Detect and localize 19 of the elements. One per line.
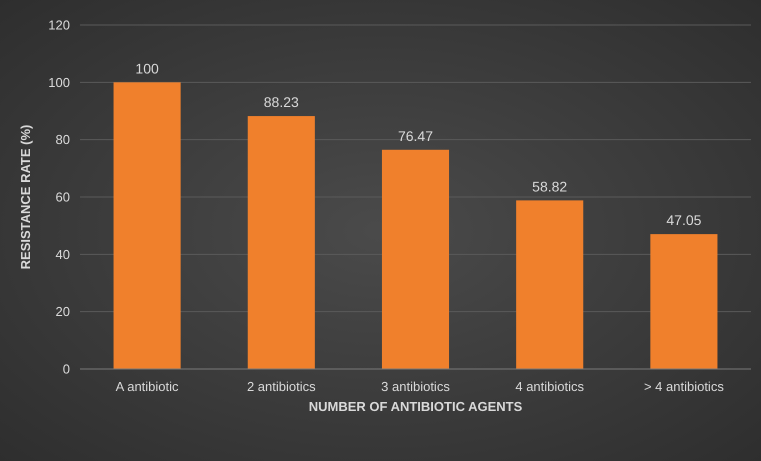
x-tick-label: 2 antibiotics (246, 379, 316, 394)
data-label: 76.47 (398, 128, 434, 144)
y-tick-label: 120 (48, 18, 70, 33)
y-tick-label: 40 (56, 246, 70, 262)
y-tick-label: 20 (56, 304, 70, 320)
y-tick-label: 60 (56, 190, 70, 205)
x-tick-label: > 4 antibiotics (644, 379, 724, 394)
y-tick-label: 0 (62, 362, 70, 377)
y-tick-label: 80 (56, 132, 70, 148)
data-label: 47.05 (666, 212, 702, 228)
y-axis-title: RESISTANCE RATE (%) (18, 124, 33, 270)
data-label: 58.82 (532, 178, 568, 194)
data-label: 100 (135, 60, 159, 76)
x-tick-label: 4 antibiotics (515, 379, 585, 394)
x-axis-title: NUMBER OF ANTIBIOTIC AGENTS (308, 399, 523, 414)
x-tick-label: 3 antibiotics (381, 379, 450, 394)
x-tick-label: A antibiotic (116, 379, 180, 394)
y-tick-label: 100 (48, 74, 70, 90)
data-label: 88.23 (264, 94, 300, 110)
